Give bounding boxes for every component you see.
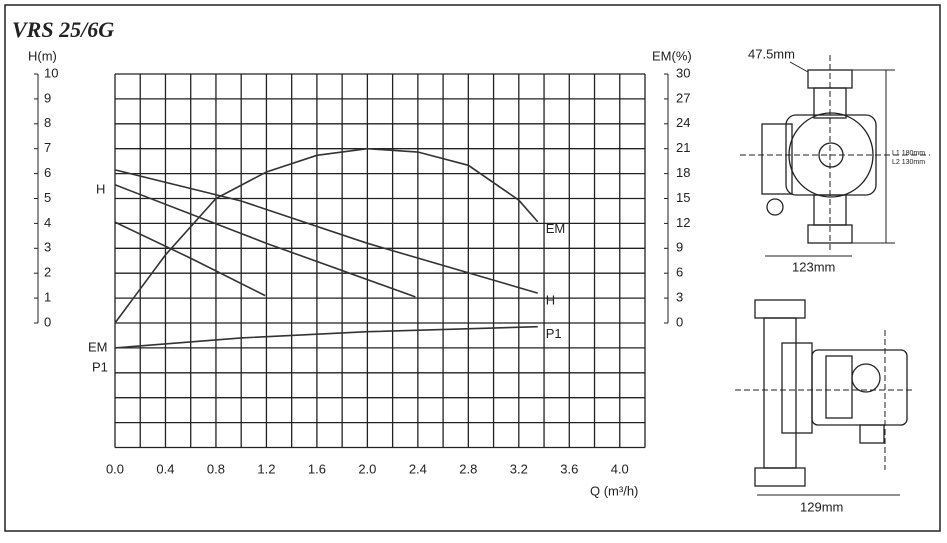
series-label: EM xyxy=(546,221,566,236)
y2-tick-label: 9 xyxy=(676,240,683,255)
pump-drawing-top xyxy=(740,55,930,257)
x-tick-label: 4.0 xyxy=(611,461,629,476)
curve xyxy=(114,221,266,297)
y2-tick-label: 15 xyxy=(676,190,690,205)
y-axis-label: H(m) xyxy=(28,48,57,63)
y-tick-label: 9 xyxy=(44,90,51,105)
y-tick-label: 10 xyxy=(44,65,58,80)
curve-label: P1 xyxy=(92,359,108,374)
frame xyxy=(4,4,941,532)
x-tick-label: 2.8 xyxy=(459,461,477,476)
pump-drawing-bottom xyxy=(735,299,915,496)
y2-tick-label: 6 xyxy=(676,265,683,280)
y-tick-label: 4 xyxy=(44,215,51,230)
y-tick-label: 2 xyxy=(44,265,51,280)
series-label: H xyxy=(546,293,555,308)
curve xyxy=(114,147,539,324)
curve-label: EM xyxy=(88,339,108,354)
curve xyxy=(114,169,538,294)
y2-tick-label: 3 xyxy=(676,290,683,305)
y2-axis-label: EM(%) xyxy=(652,48,692,63)
x-tick-label: 3.6 xyxy=(560,461,578,476)
y2-tick-label: 21 xyxy=(676,140,690,155)
y2-tick-label: 30 xyxy=(676,65,690,80)
series-label: P1 xyxy=(546,326,562,341)
y2-tick-label: 18 xyxy=(676,165,690,180)
y-tick-label: 8 xyxy=(44,115,51,130)
curve-label: H xyxy=(96,181,105,196)
y2-tick-label: 27 xyxy=(676,90,690,105)
y-tick-label: 5 xyxy=(44,190,51,205)
curve xyxy=(114,325,538,349)
y2-tick-label: 12 xyxy=(676,215,690,230)
x-tick-label: 0.0 xyxy=(106,461,124,476)
dimension-label: 123mm xyxy=(792,259,835,274)
curve xyxy=(114,184,416,298)
y-tick-label: 0 xyxy=(44,314,51,329)
x-tick-label: 0.8 xyxy=(207,461,225,476)
x-tick-label: 2.4 xyxy=(409,461,427,476)
x-axis-label: Q (m³/h) xyxy=(590,483,638,498)
dimension-label: 47.5mm xyxy=(748,46,795,61)
dimension-label: L1 180mm xyxy=(892,150,925,157)
y-tick-label: 3 xyxy=(44,240,51,255)
y-tick-label: 1 xyxy=(44,290,51,305)
dimension-label: L2 130mm xyxy=(892,159,925,166)
y2-tick-label: 0 xyxy=(676,314,683,329)
chart-title: VRS 25/6G xyxy=(12,17,114,42)
x-tick-label: 2.0 xyxy=(358,461,376,476)
x-tick-label: 0.4 xyxy=(156,461,174,476)
x-tick-label: 3.2 xyxy=(510,461,528,476)
y2-tick-label: 24 xyxy=(676,115,690,130)
dimension-label: 129mm xyxy=(800,499,843,514)
y-tick-label: 6 xyxy=(44,165,51,180)
x-tick-label: 1.6 xyxy=(308,461,326,476)
y-tick-label: 7 xyxy=(44,140,51,155)
x-tick-label: 1.2 xyxy=(257,461,275,476)
